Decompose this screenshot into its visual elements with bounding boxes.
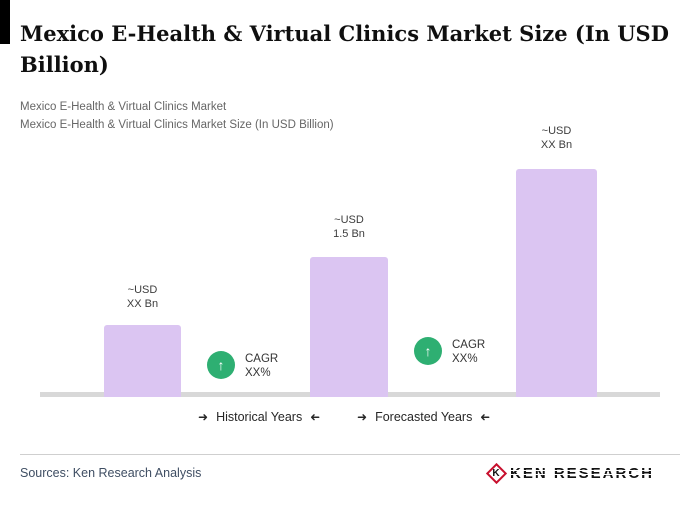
cagr-label: CAGR (452, 339, 486, 351)
page-title: Mexico E-Health & Virtual Clinics Market… (20, 21, 669, 77)
cagr-value: XX% (452, 353, 478, 365)
bar-current (310, 257, 388, 397)
ken-research-wordmark: KEN RESEARCH (510, 465, 655, 482)
corner-accent (0, 0, 10, 44)
cagr-annotation: CAGR XX% (245, 352, 278, 380)
left-arrow-icon: ➜ (310, 410, 321, 424)
left-arrow-icon: ➜ (480, 410, 491, 424)
forecasted-years-label: Forecasted Years (375, 410, 473, 424)
bar-value-line1: ~USD (127, 284, 158, 296)
bar-value-line2: XX Bn (540, 139, 573, 151)
bar-value-line2: XX Bn (126, 298, 159, 310)
up-arrow-icon: ↑ (424, 343, 432, 359)
footer-divider (20, 454, 680, 455)
growth-circle-icon: ↑ (414, 337, 442, 365)
bar-value-label: ~USD XX Bn (516, 124, 597, 152)
bar-value-line1: ~USD (541, 125, 572, 137)
bar-value-label: ~USD XX Bn (104, 283, 181, 311)
ken-research-logo: K KEN RESEARCH (485, 462, 655, 485)
bar-value-label: ~USD 1.5 Bn (310, 213, 388, 241)
cagr-value: XX% (245, 367, 271, 379)
cagr-label: CAGR (245, 353, 279, 365)
chart-subtitle-size: Mexico E-Health & Virtual Clinics Market… (20, 119, 334, 131)
forecasted-years-tag: ➜ Forecasted Years ➜ (357, 410, 490, 424)
right-arrow-icon: ➜ (198, 410, 209, 424)
cagr-annotation: CAGR XX% (452, 338, 485, 366)
chart-subtitle-market: Mexico E-Health & Virtual Clinics Market (20, 101, 227, 113)
bar-value-line2: 1.5 Bn (333, 228, 365, 240)
brand-text: KEN RESEARCH (510, 465, 654, 482)
right-arrow-icon: ➜ (357, 410, 368, 424)
ken-research-logo-icon: K (485, 462, 508, 485)
up-arrow-icon: ↑ (217, 357, 225, 373)
logo-letter: K (492, 467, 500, 479)
logo-stripe (510, 473, 655, 475)
historical-years-label: Historical Years (216, 410, 303, 424)
historical-years-tag: ➜ Historical Years ➜ (198, 410, 320, 424)
logo-stripe (510, 469, 655, 471)
sources-text: Sources: Ken Research Analysis (20, 466, 202, 480)
growth-circle-icon: ↑ (207, 351, 235, 379)
bar-historical (104, 325, 181, 397)
bar-value-line1: ~USD (334, 214, 364, 226)
bar-forecast (516, 169, 597, 397)
